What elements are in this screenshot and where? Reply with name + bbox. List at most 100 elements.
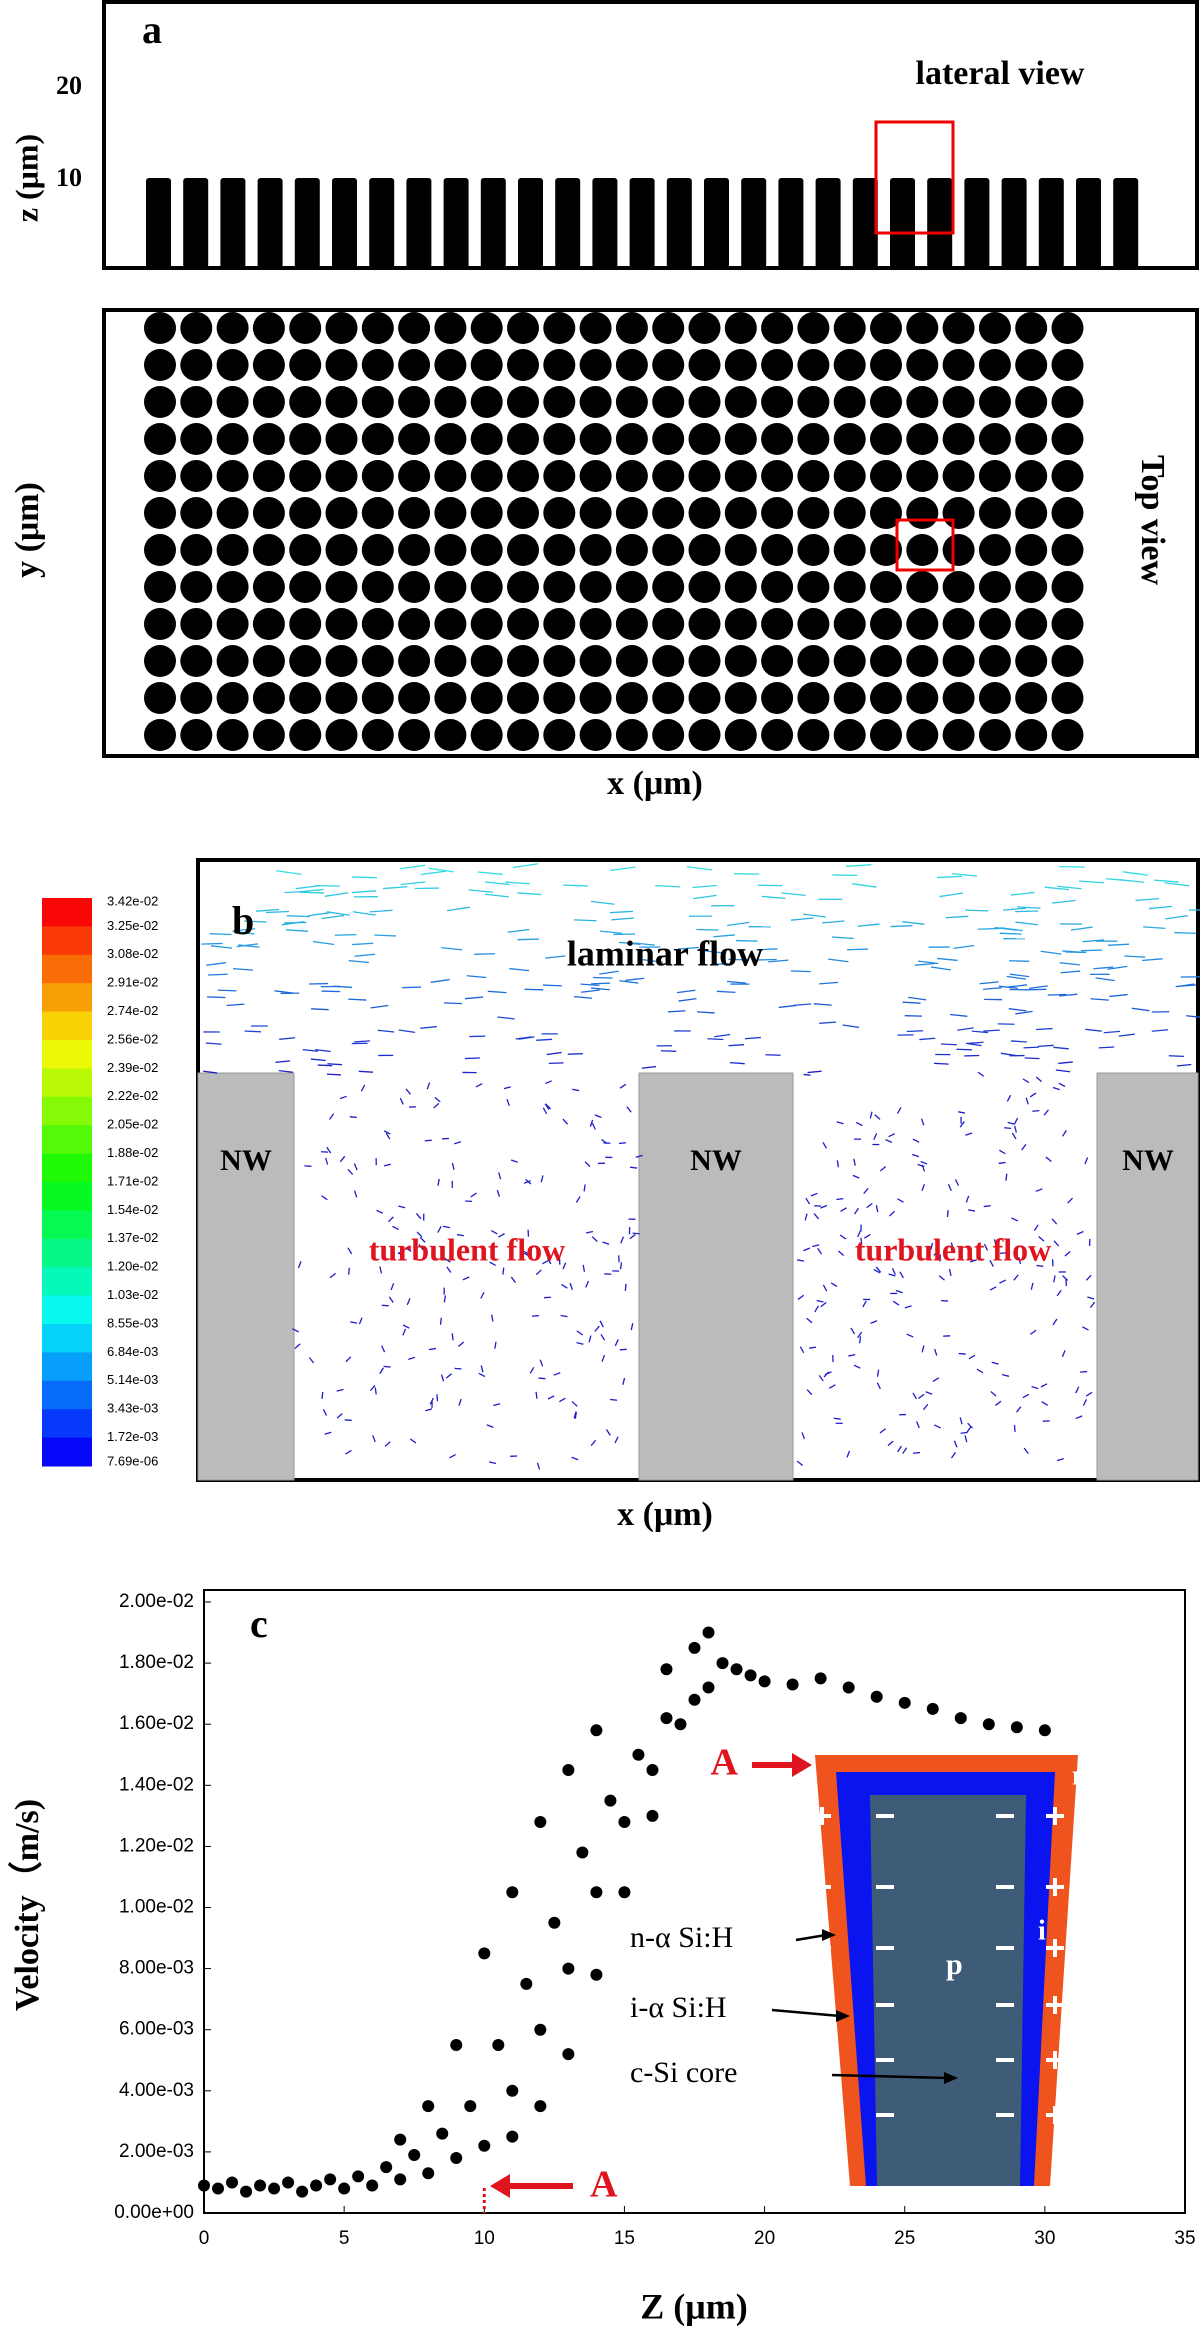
data-point	[212, 2182, 225, 2195]
pillar-dot	[144, 682, 176, 714]
flow-vector	[360, 1084, 366, 1092]
flow-vector	[497, 1016, 515, 1020]
flow-vector	[630, 1323, 634, 1331]
flow-vector	[1062, 1275, 1069, 1281]
flow-vector	[1000, 1052, 1016, 1057]
flow-vector	[440, 1374, 445, 1382]
colorbar-label: 1.37e-02	[107, 1230, 158, 1245]
pillar	[183, 178, 209, 268]
flow-vector	[1058, 1082, 1066, 1088]
data-point	[422, 2100, 435, 2113]
layer-name: i-α Si:H	[630, 1991, 727, 2024]
pillar-dot	[180, 719, 213, 751]
flow-vector	[906, 1030, 924, 1033]
flow-vector	[348, 998, 367, 1001]
highlight-box	[874, 120, 955, 235]
pillar-dot	[289, 645, 322, 677]
flow-vector	[540, 1175, 544, 1183]
data-point	[688, 1641, 701, 1654]
flow-vector	[1056, 1289, 1062, 1297]
flow-vector	[445, 1373, 453, 1379]
flow-vector	[667, 1010, 686, 1013]
flow-vector	[1059, 962, 1080, 966]
flow-vector	[398, 1205, 406, 1209]
pillar-dot	[289, 608, 322, 640]
flow-vector	[922, 1403, 929, 1411]
pillar-dot	[1051, 312, 1084, 344]
pillar-dot	[579, 497, 612, 529]
flow-vector	[1081, 949, 1102, 952]
data-point	[702, 1626, 715, 1639]
flow-vector	[677, 946, 699, 950]
pillar-dot	[870, 645, 902, 677]
flow-vector	[1013, 1117, 1019, 1125]
colorbar-band	[42, 1011, 92, 1041]
pillar-dot	[180, 349, 213, 381]
flow-vector	[286, 915, 310, 918]
pillar-dot	[252, 682, 285, 714]
flow-vector	[232, 967, 253, 971]
flow-vector	[790, 917, 814, 921]
flow-vector	[1016, 1406, 1022, 1413]
flow-vector	[209, 933, 232, 936]
flow-vector	[321, 1391, 324, 1399]
pillar-dot	[507, 719, 539, 751]
flow-vector	[641, 1065, 657, 1069]
flow-vector	[205, 1042, 222, 1045]
flow-vector	[946, 1209, 949, 1218]
flow-vector	[545, 955, 566, 959]
flow-vector	[1093, 966, 1114, 970]
flow-vector	[446, 906, 471, 912]
pillar-dot	[579, 608, 612, 640]
flow-vector	[1053, 1275, 1056, 1283]
colorbar-label: 2.56e-02	[107, 1031, 158, 1046]
flow-vector	[897, 1198, 904, 1203]
flow-vector	[398, 1029, 416, 1033]
colorbar-band	[42, 1040, 92, 1069]
pillar-dot	[289, 386, 322, 418]
flow-vector	[347, 1168, 354, 1175]
data-point	[688, 1693, 701, 1706]
flow-vector	[441, 946, 463, 951]
pillar-dot	[724, 682, 757, 714]
flow-vector	[562, 1262, 567, 1270]
flow-vector	[377, 1029, 395, 1033]
flow-vector	[930, 1242, 934, 1250]
pillar-dot	[579, 645, 612, 677]
flow-vector	[457, 1341, 465, 1348]
flow-vector	[546, 1051, 562, 1056]
flow-vector	[1003, 907, 1027, 911]
marker-label: A	[590, 2164, 618, 2206]
pillar-dot	[180, 534, 213, 566]
flow-vector	[529, 1366, 535, 1374]
flow-vector	[850, 1327, 856, 1335]
flow-vector	[1010, 891, 1035, 896]
flow-vector	[1151, 1029, 1169, 1032]
pillar-dot	[470, 534, 503, 566]
flow-vector	[1022, 1393, 1030, 1399]
flow-vector	[494, 1341, 497, 1349]
pillar-dot	[507, 386, 539, 418]
pillar-dot	[543, 645, 576, 677]
flow-vector	[208, 973, 228, 976]
pillar	[555, 178, 581, 268]
flow-vector	[876, 1382, 881, 1390]
flow-vector	[1009, 960, 1030, 962]
flow-vector	[310, 1058, 326, 1062]
flow-vector	[803, 1247, 811, 1252]
flow-vector	[1174, 931, 1197, 934]
pillar-dot	[325, 423, 358, 455]
flow-vector	[1052, 899, 1076, 904]
flow-vector	[857, 923, 880, 927]
flow-vector	[433, 1102, 440, 1109]
flow-vector	[351, 890, 377, 894]
pillar-dot	[216, 349, 249, 381]
y-tick-label: 1.00e-02	[119, 1897, 194, 1918]
z-axis-label: z (μm)	[8, 134, 44, 222]
flow-vector	[439, 1317, 442, 1325]
pillar	[480, 178, 506, 268]
flow-label: turbulent flow	[855, 1231, 1051, 1267]
flow-vector	[428, 1347, 436, 1351]
pillar-dot	[543, 719, 576, 751]
flow-vector	[345, 1449, 352, 1455]
